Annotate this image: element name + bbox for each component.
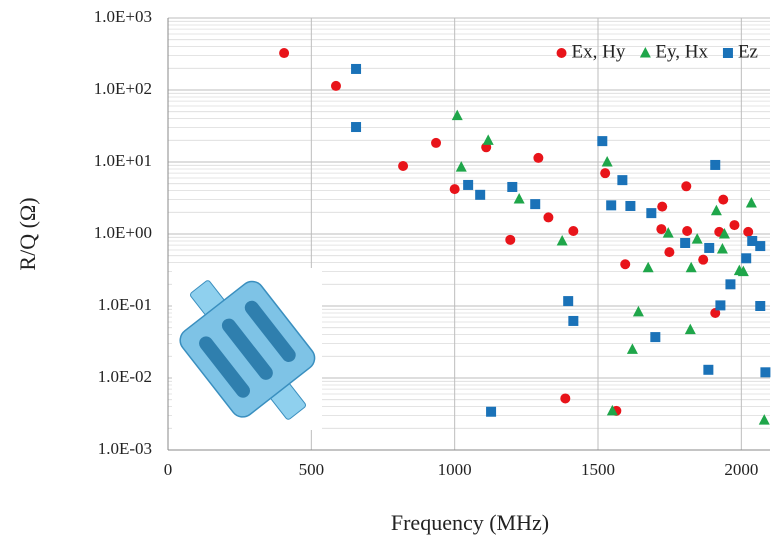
point: [698, 254, 709, 265]
legend-marker: [556, 48, 567, 58]
legend-marker: [722, 48, 733, 58]
point: [632, 305, 644, 317]
point: [475, 189, 486, 200]
y-axis-label: R/Q (Ω): [15, 197, 40, 270]
point: [682, 226, 693, 237]
point: [657, 201, 668, 212]
point: [533, 152, 544, 163]
point: [507, 181, 518, 192]
point: [743, 226, 754, 237]
point: [568, 315, 579, 326]
legend-marker: [639, 47, 651, 58]
point: [703, 364, 714, 375]
point: [279, 48, 290, 59]
x-tick-label: 500: [299, 460, 325, 479]
point: [747, 235, 758, 246]
point: [642, 261, 654, 273]
point: [560, 393, 571, 404]
point: [646, 208, 657, 219]
cavity-slot: [244, 300, 296, 362]
y-tick-label: 1.0E+02: [94, 79, 152, 98]
x-tick-label: 0: [164, 460, 173, 479]
point: [451, 109, 463, 121]
point: [600, 168, 611, 179]
point: [718, 228, 730, 239]
point: [626, 343, 638, 354]
point: [684, 323, 696, 335]
point: [704, 242, 715, 253]
point: [715, 300, 726, 311]
point: [725, 279, 736, 290]
y-tick-label: 1.0E-02: [98, 367, 152, 386]
point: [482, 134, 494, 145]
y-tick-label: 1.0E+03: [94, 7, 152, 26]
cavity-illustration: [172, 268, 322, 430]
point: [681, 181, 692, 192]
y-tick-label: 1.0E-03: [98, 439, 152, 458]
cavity-slot: [221, 318, 273, 380]
point: [563, 296, 574, 307]
point: [729, 220, 740, 231]
x-tick-label: 1000: [438, 460, 472, 479]
point: [758, 414, 770, 425]
point: [351, 122, 362, 133]
point: [710, 307, 721, 318]
y-tick-label: 1.0E+00: [94, 223, 152, 242]
point: [543, 212, 554, 223]
point: [568, 226, 579, 237]
point: [455, 161, 467, 172]
point: [755, 241, 766, 252]
x-tick-label: 2000: [724, 460, 758, 479]
cavity-shape: [179, 280, 316, 420]
point: [530, 199, 541, 210]
point: [662, 227, 674, 238]
x-tick-label: 1500: [581, 460, 615, 479]
point: [398, 160, 409, 171]
point: [620, 259, 631, 270]
legend-label: Ex, Hy: [572, 41, 626, 62]
point: [601, 156, 613, 167]
point: [737, 265, 749, 277]
point: [716, 242, 728, 254]
y-tick-label: 1.0E+01: [94, 151, 152, 170]
point: [449, 184, 460, 195]
point: [755, 301, 766, 311]
point: [351, 63, 362, 74]
point: [691, 233, 703, 244]
y-tick-label: 1.0E-01: [98, 295, 152, 314]
point: [710, 204, 722, 216]
legend-label: Ez: [738, 41, 758, 62]
point: [463, 179, 474, 190]
point: [741, 253, 752, 264]
point: [556, 234, 568, 246]
point: [650, 332, 661, 343]
point: [625, 200, 636, 211]
point: [431, 137, 442, 148]
point: [685, 261, 697, 273]
x-axis-label: Frequency (MHz): [391, 510, 549, 535]
point: [606, 404, 618, 416]
point: [597, 136, 608, 147]
legend: Ex, Hy Ey, Hx Ez: [572, 41, 758, 62]
point: [664, 247, 675, 258]
point: [680, 237, 691, 248]
point: [330, 80, 341, 91]
point: [606, 200, 617, 211]
point: [617, 175, 628, 186]
point: [513, 193, 525, 204]
point: [656, 224, 667, 235]
point: [710, 159, 721, 170]
point: [486, 406, 497, 417]
legend-label: Ey, Hx: [655, 41, 708, 62]
point: [505, 234, 516, 245]
point: [745, 196, 757, 208]
point: [718, 194, 729, 205]
point: [760, 367, 771, 378]
cavity-slot: [199, 336, 251, 398]
